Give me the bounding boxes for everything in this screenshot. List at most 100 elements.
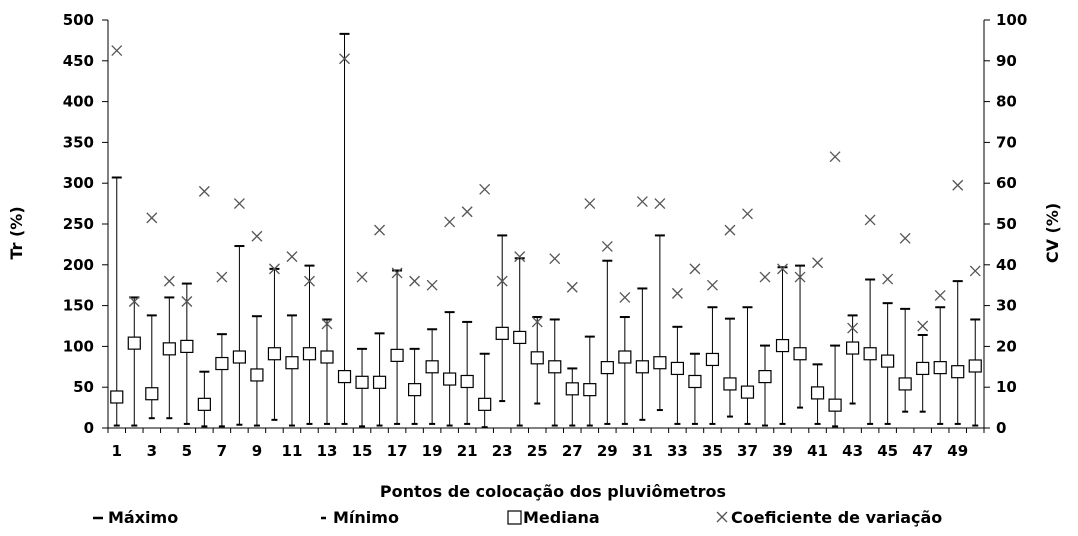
- cv-marker-stroke: [531, 316, 543, 328]
- y-left-tick-label: 0: [84, 419, 94, 437]
- cv-marker: [566, 281, 578, 293]
- y-left-tick-label: 50: [73, 378, 94, 396]
- cv-marker-stroke: [409, 275, 421, 287]
- cv-marker: [444, 216, 456, 228]
- cv-marker-stroke: [777, 263, 788, 275]
- legend-item: Máximo: [93, 508, 178, 527]
- cv-marker-stroke: [549, 253, 561, 265]
- cv-marker: [777, 263, 788, 275]
- median-marker: [232, 350, 246, 364]
- cv-marker-stroke: [304, 275, 315, 287]
- cv-marker-stroke: [146, 212, 158, 224]
- cv-marker: [899, 232, 911, 244]
- x-tick-label: 19: [422, 442, 443, 460]
- cv-marker: [742, 208, 753, 220]
- cv-marker-stroke: [899, 232, 911, 244]
- cv-marker-stroke: [812, 257, 824, 269]
- legend-cv-marker: [716, 511, 728, 523]
- median-marker: [180, 339, 194, 353]
- median-marker: [302, 347, 317, 361]
- legend-label: Máximo: [108, 508, 178, 527]
- legend-label: Mediana: [523, 508, 600, 527]
- legend-label: Coeficiente de variação: [731, 508, 942, 527]
- cv-marker-stroke: [163, 275, 175, 287]
- median-marker: [565, 382, 579, 396]
- cv-marker: [233, 198, 245, 210]
- cv-marker-stroke: [601, 240, 613, 252]
- y-axis-left-title: Tr (%): [7, 206, 26, 259]
- x-tick-label: 5: [182, 442, 192, 460]
- x-tick-label: 49: [947, 442, 968, 460]
- cv-marker-stroke: [619, 291, 631, 303]
- x-tick-label: 11: [282, 442, 303, 460]
- x-tick-label: 9: [252, 442, 262, 460]
- median-marker: [775, 338, 790, 353]
- legend: Máximo Mínimo Mediana Coeficiente de variaç…: [93, 508, 942, 527]
- median-marker: [215, 356, 229, 371]
- median-marker: [250, 368, 264, 382]
- y-left-tick-label: 450: [63, 52, 94, 70]
- cv-marker: [619, 291, 631, 303]
- cv-marker-stroke: [251, 230, 263, 242]
- cv-marker: [654, 198, 666, 210]
- median-marker: [688, 374, 702, 389]
- median-marker: [408, 383, 422, 397]
- cv-marker: [111, 45, 123, 57]
- cv-marker: [128, 296, 140, 307]
- y-right-tick-label: 20: [996, 337, 1017, 355]
- y-right-tick-label: 80: [996, 93, 1017, 111]
- cv-marker-stroke: [689, 263, 701, 275]
- cv-marker-stroke: [426, 279, 438, 291]
- x-tick-label: 27: [562, 442, 583, 460]
- median-marker: [951, 365, 965, 379]
- median-marker: [793, 347, 807, 361]
- median-marker: [740, 385, 755, 399]
- median-marker: [197, 397, 211, 411]
- cv-marker: [251, 230, 263, 242]
- median-marker: [845, 341, 860, 355]
- tick-labels: 0501001502002503003504004505000102030405…: [63, 11, 1028, 460]
- x-tick-label: 13: [317, 442, 338, 460]
- cv-marker-stroke: [829, 151, 841, 163]
- y-left-tick-label: 400: [63, 93, 94, 111]
- median-marker: [513, 330, 527, 345]
- cv-marker-stroke: [198, 185, 210, 197]
- axes: [102, 19, 990, 433]
- cv-marker-stroke: [391, 267, 403, 279]
- cv-marker: [794, 271, 806, 283]
- cv-marker-stroke: [374, 224, 386, 236]
- cv-marker: [952, 179, 964, 191]
- x-tick-label: 39: [772, 442, 793, 460]
- cv-marker: [426, 279, 438, 291]
- cv-marker-stroke: [181, 296, 193, 307]
- x-tick-label: 43: [842, 442, 863, 460]
- cv-marker: [409, 275, 421, 287]
- median-marker: [653, 356, 667, 370]
- cv-marker: [339, 53, 350, 65]
- y-left-tick-label: 250: [63, 215, 94, 233]
- cv-marker: [759, 271, 771, 283]
- cv-marker: [829, 151, 841, 163]
- cv-marker-stroke: [286, 251, 298, 263]
- cv-marker: [496, 275, 508, 287]
- median-marker: [285, 356, 299, 370]
- y-left-tick-label: 200: [63, 256, 94, 274]
- median-marker: [600, 361, 614, 375]
- cv-marker: [461, 206, 473, 218]
- cv-marker: [163, 275, 175, 287]
- y-left-tick-label: 100: [63, 337, 94, 355]
- cv-marker-stroke: [356, 271, 368, 283]
- x-tick-label: 7: [217, 442, 227, 460]
- cv-marker-stroke: [111, 45, 123, 57]
- cv-marker: [847, 322, 859, 334]
- cv-marker: [812, 257, 824, 269]
- y-left-tick-label: 350: [63, 133, 94, 151]
- median-marker: [828, 398, 842, 412]
- cv-marker: [321, 318, 333, 330]
- median-marker: [758, 369, 772, 384]
- median-marker: [530, 351, 544, 365]
- y-left-tick-label: 150: [63, 297, 94, 315]
- y-right-tick-label: 0: [996, 419, 1006, 437]
- x-tick-label: 1: [112, 442, 122, 460]
- cv-marker: [671, 287, 683, 299]
